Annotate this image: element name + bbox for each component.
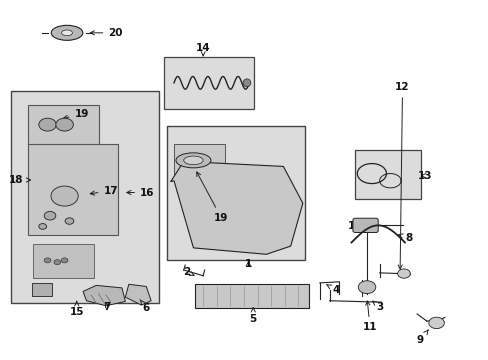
Ellipse shape (61, 30, 72, 36)
Bar (195, 284, 308, 308)
FancyBboxPatch shape (352, 218, 377, 233)
Polygon shape (83, 285, 125, 306)
Text: 5: 5 (249, 308, 256, 324)
Circle shape (65, 218, 74, 224)
Text: 1: 1 (244, 259, 251, 269)
Text: 2: 2 (183, 267, 194, 277)
Text: 11: 11 (362, 301, 376, 332)
Text: 3: 3 (372, 301, 383, 312)
Circle shape (51, 186, 78, 206)
Circle shape (428, 317, 444, 329)
Circle shape (54, 260, 61, 265)
Text: 18: 18 (9, 175, 30, 185)
Text: 17: 17 (90, 186, 118, 196)
Text: 9: 9 (416, 330, 427, 345)
Circle shape (44, 211, 56, 220)
Text: 4: 4 (326, 285, 339, 295)
Bar (31, 283, 52, 296)
Circle shape (397, 269, 409, 278)
Ellipse shape (183, 156, 203, 165)
Bar (166, 126, 305, 260)
Circle shape (39, 224, 46, 229)
Circle shape (44, 258, 51, 263)
Text: 7: 7 (103, 302, 111, 312)
Bar (164, 57, 254, 109)
Circle shape (56, 118, 73, 131)
Ellipse shape (176, 153, 210, 168)
Text: 19: 19 (196, 172, 228, 222)
Polygon shape (170, 161, 302, 254)
Text: 8: 8 (398, 233, 411, 243)
Text: 13: 13 (417, 171, 432, 181)
Circle shape (358, 281, 375, 294)
Bar (11, 91, 159, 303)
Text: 20: 20 (90, 28, 122, 38)
Text: 10: 10 (347, 221, 365, 231)
Circle shape (39, 118, 56, 131)
Bar (355, 150, 420, 199)
Bar (28, 105, 99, 146)
Ellipse shape (243, 79, 250, 87)
Text: 6: 6 (140, 300, 150, 312)
Text: 15: 15 (69, 301, 84, 317)
Text: 12: 12 (394, 82, 409, 269)
Text: 14: 14 (196, 43, 210, 56)
Ellipse shape (51, 25, 82, 40)
Text: 19: 19 (63, 109, 89, 120)
Bar (174, 144, 224, 175)
Circle shape (61, 258, 68, 263)
Text: 16: 16 (126, 188, 154, 198)
Bar (28, 144, 118, 235)
Bar (33, 244, 94, 278)
Polygon shape (125, 284, 151, 305)
